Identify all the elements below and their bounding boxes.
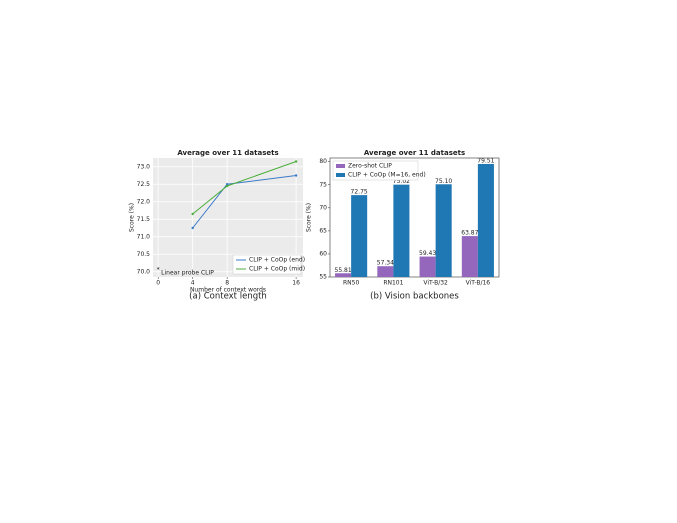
point: * — [157, 266, 160, 273]
point — [225, 183, 229, 186]
value-label: 57.34 — [377, 260, 394, 267]
legend — [332, 160, 419, 181]
y-tick-label: 71.5 — [137, 216, 151, 223]
value-label: 72.75 — [351, 189, 368, 196]
legend-label: CLIP + CoOp (end) — [249, 257, 305, 264]
y-tick-label: 70 — [319, 204, 327, 211]
caption: (b) Vision backbones — [370, 292, 459, 302]
bar — [435, 184, 452, 277]
y-tick-label: 80 — [319, 158, 327, 165]
value-label: 75.02 — [393, 178, 410, 185]
point — [294, 160, 298, 163]
x-tick-label: 4 — [191, 280, 195, 287]
y-tick-label: 60 — [319, 250, 327, 257]
x-tick-label: ViT-B/32 — [423, 280, 448, 287]
x-tick-label: 0 — [156, 280, 160, 287]
point — [191, 226, 194, 230]
value-label: 79.51 — [477, 157, 494, 164]
caption: (a) Context length — [189, 292, 267, 302]
value-label: 63.87 — [461, 230, 478, 237]
bar — [393, 184, 410, 277]
x-axis-label: Number of context words — [190, 287, 266, 294]
point — [225, 184, 229, 188]
bar — [419, 256, 436, 277]
plot-area — [329, 157, 500, 278]
x-tick-label: RN50 — [343, 280, 359, 287]
annotation: Linear probe CLIP — [161, 269, 214, 276]
chart-title: Average over 11 datasets — [177, 149, 278, 157]
legend-label: Zero-shot CLIP — [348, 163, 392, 170]
legend-swatch — [336, 164, 345, 168]
y-tick-label: 65 — [319, 227, 327, 234]
point — [191, 212, 194, 216]
legend-label: CLIP + CoOp (M=16, end) — [348, 172, 426, 179]
value-label: 55.81 — [335, 267, 352, 274]
y-tick-label: 75 — [319, 181, 327, 188]
bar — [377, 266, 394, 277]
y-tick-label: 72.5 — [137, 181, 151, 188]
bar — [351, 195, 368, 277]
y-tick-label: 70.5 — [137, 251, 151, 258]
y-axis-label: Score (%) — [306, 203, 313, 232]
y-tick-label: 73.0 — [137, 163, 151, 170]
x-tick-label: 8 — [225, 280, 229, 287]
point — [294, 174, 298, 177]
x-tick-label: 16 — [292, 280, 300, 287]
legend — [232, 254, 302, 275]
legend-label: CLIP + CoOp (mid) — [249, 266, 305, 273]
y-axis-label: Score (%) — [129, 203, 136, 232]
legend-swatch — [336, 173, 345, 177]
y-tick-label: 55 — [319, 274, 327, 281]
y-tick-label: 71.0 — [137, 233, 151, 240]
value-label: 59.43 — [419, 250, 436, 257]
value-label: 75.10 — [435, 178, 452, 185]
bar — [477, 163, 494, 277]
bar — [335, 273, 352, 277]
y-tick-label: 72.0 — [137, 198, 151, 205]
x-tick-label: ViT-B/16 — [466, 280, 491, 287]
x-tick-label: RN101 — [383, 280, 403, 287]
y-tick-label: 70.0 — [137, 268, 151, 275]
bar — [461, 236, 478, 277]
chart-title: Average over 11 datasets — [364, 149, 465, 157]
